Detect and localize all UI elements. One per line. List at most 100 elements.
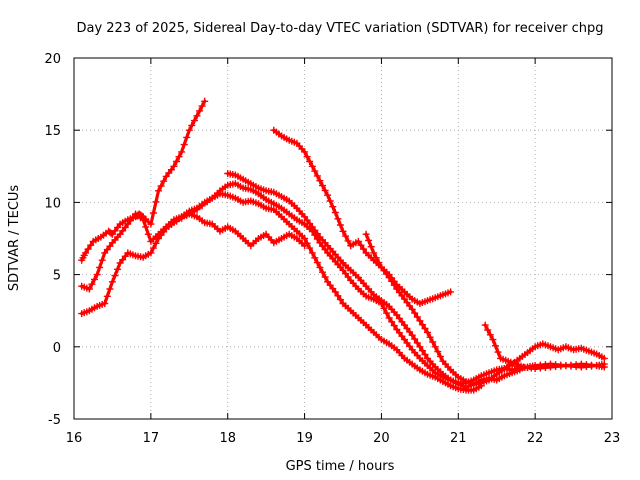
data-point-marker	[486, 331, 494, 339]
data-point-marker	[329, 203, 337, 211]
series-track-f	[270, 126, 455, 307]
data-point-marker	[484, 326, 492, 334]
data-point-marker	[354, 237, 362, 245]
data-point-marker	[385, 274, 393, 281]
data-point-marker	[111, 272, 119, 280]
data-point-marker	[311, 254, 319, 262]
data-point-marker	[383, 309, 391, 317]
data-point-marker	[308, 249, 316, 257]
x-tick-label: 21	[450, 431, 467, 446]
data-point-marker	[193, 206, 201, 214]
y-tick-label: 10	[44, 196, 61, 211]
data-point-marker	[336, 221, 344, 229]
data-point-marker	[365, 236, 373, 244]
data-point-marker	[193, 112, 201, 120]
data-point-marker	[114, 265, 122, 273]
series-line	[364, 232, 606, 386]
data-point-marker	[103, 292, 111, 300]
data-point-marker	[316, 263, 324, 271]
data-point-marker	[388, 277, 396, 285]
plot-frame	[73, 57, 613, 420]
data-point-marker	[362, 230, 370, 238]
data-point-marker	[390, 281, 398, 289]
data-point-marker	[155, 187, 162, 195]
data-point-marker	[411, 335, 419, 343]
data-point-marker	[170, 162, 178, 170]
x-tick-label: 19	[296, 431, 313, 446]
data-point-marker	[152, 198, 160, 206]
data-point-marker	[180, 141, 188, 149]
data-point-marker	[183, 211, 191, 219]
data-point-marker	[101, 300, 109, 307]
data-point-marker	[152, 239, 160, 247]
y-tick-label: 20	[44, 52, 61, 67]
data-point-marker	[408, 305, 416, 313]
data-point-marker	[372, 254, 380, 262]
data-point-marker	[411, 309, 419, 317]
data-point-marker	[321, 273, 329, 281]
data-point-marker	[201, 97, 209, 105]
data-point-marker	[313, 172, 321, 180]
data-point-marker	[331, 209, 339, 216]
tick-layer: 16 17 18 19 20 21 22 23 -5 0 5 10 15 20	[44, 52, 620, 446]
data-point-marker	[178, 148, 186, 156]
data-point-marker	[385, 314, 393, 322]
data-point-marker	[516, 366, 524, 374]
data-point-marker	[185, 126, 193, 134]
data-point-marker	[429, 338, 437, 346]
x-tick-label: 17	[143, 431, 160, 446]
data-point-marker	[431, 343, 439, 351]
data-point-marker	[96, 263, 104, 271]
data-point-marker	[178, 214, 186, 222]
data-point-marker	[436, 352, 444, 360]
data-point-marker	[106, 285, 114, 293]
data-point-marker	[203, 198, 211, 206]
data-point-marker	[98, 256, 106, 264]
data-point-marker	[198, 202, 206, 210]
series-track-a	[78, 97, 209, 264]
data-point-marker	[85, 285, 93, 293]
data-point-marker	[416, 317, 424, 325]
data-point-marker	[331, 288, 339, 296]
data-point-marker	[416, 343, 424, 351]
grid-layer	[74, 58, 612, 419]
data-point-marker	[190, 117, 198, 125]
data-point-marker	[183, 133, 191, 141]
x-tick-label: 16	[66, 431, 83, 446]
x-tick-label: 18	[219, 431, 236, 446]
data-point-marker	[421, 351, 429, 358]
data-point-marker	[82, 249, 89, 257]
data-point-marker	[424, 328, 431, 336]
data-point-marker	[303, 239, 311, 247]
data-point-marker	[434, 348, 442, 356]
data-point-marker	[108, 278, 116, 286]
data-point-marker	[157, 182, 165, 190]
data-point-marker	[494, 348, 502, 356]
data-point-marker	[308, 162, 316, 170]
data-point-marker	[357, 241, 365, 249]
data-point-marker	[334, 292, 342, 300]
data-point-marker	[147, 220, 155, 228]
y-tick-label: 15	[44, 124, 61, 139]
series-track-b	[78, 210, 309, 293]
series-line	[164, 182, 606, 385]
data-point-marker	[93, 271, 101, 279]
data-point-marker	[139, 216, 147, 224]
data-point-marker	[160, 177, 168, 185]
data-point-marker	[390, 322, 398, 330]
data-point-marker	[303, 153, 311, 161]
data-point-marker	[370, 249, 378, 257]
data-point-marker	[334, 215, 342, 223]
data-point-marker	[311, 167, 319, 175]
data-point-marker	[316, 177, 324, 185]
data-point-marker	[418, 321, 426, 329]
data-point-marker	[336, 296, 344, 304]
data-point-marker	[375, 259, 383, 267]
data-point-marker	[301, 148, 309, 156]
data-point-marker	[149, 244, 157, 252]
y-axis-label: SDTVAR / TECUs	[7, 185, 22, 292]
y-tick-label: -5	[48, 413, 61, 428]
data-point-marker	[88, 280, 96, 288]
data-point-marker	[173, 217, 180, 225]
series-track-d	[162, 180, 608, 387]
